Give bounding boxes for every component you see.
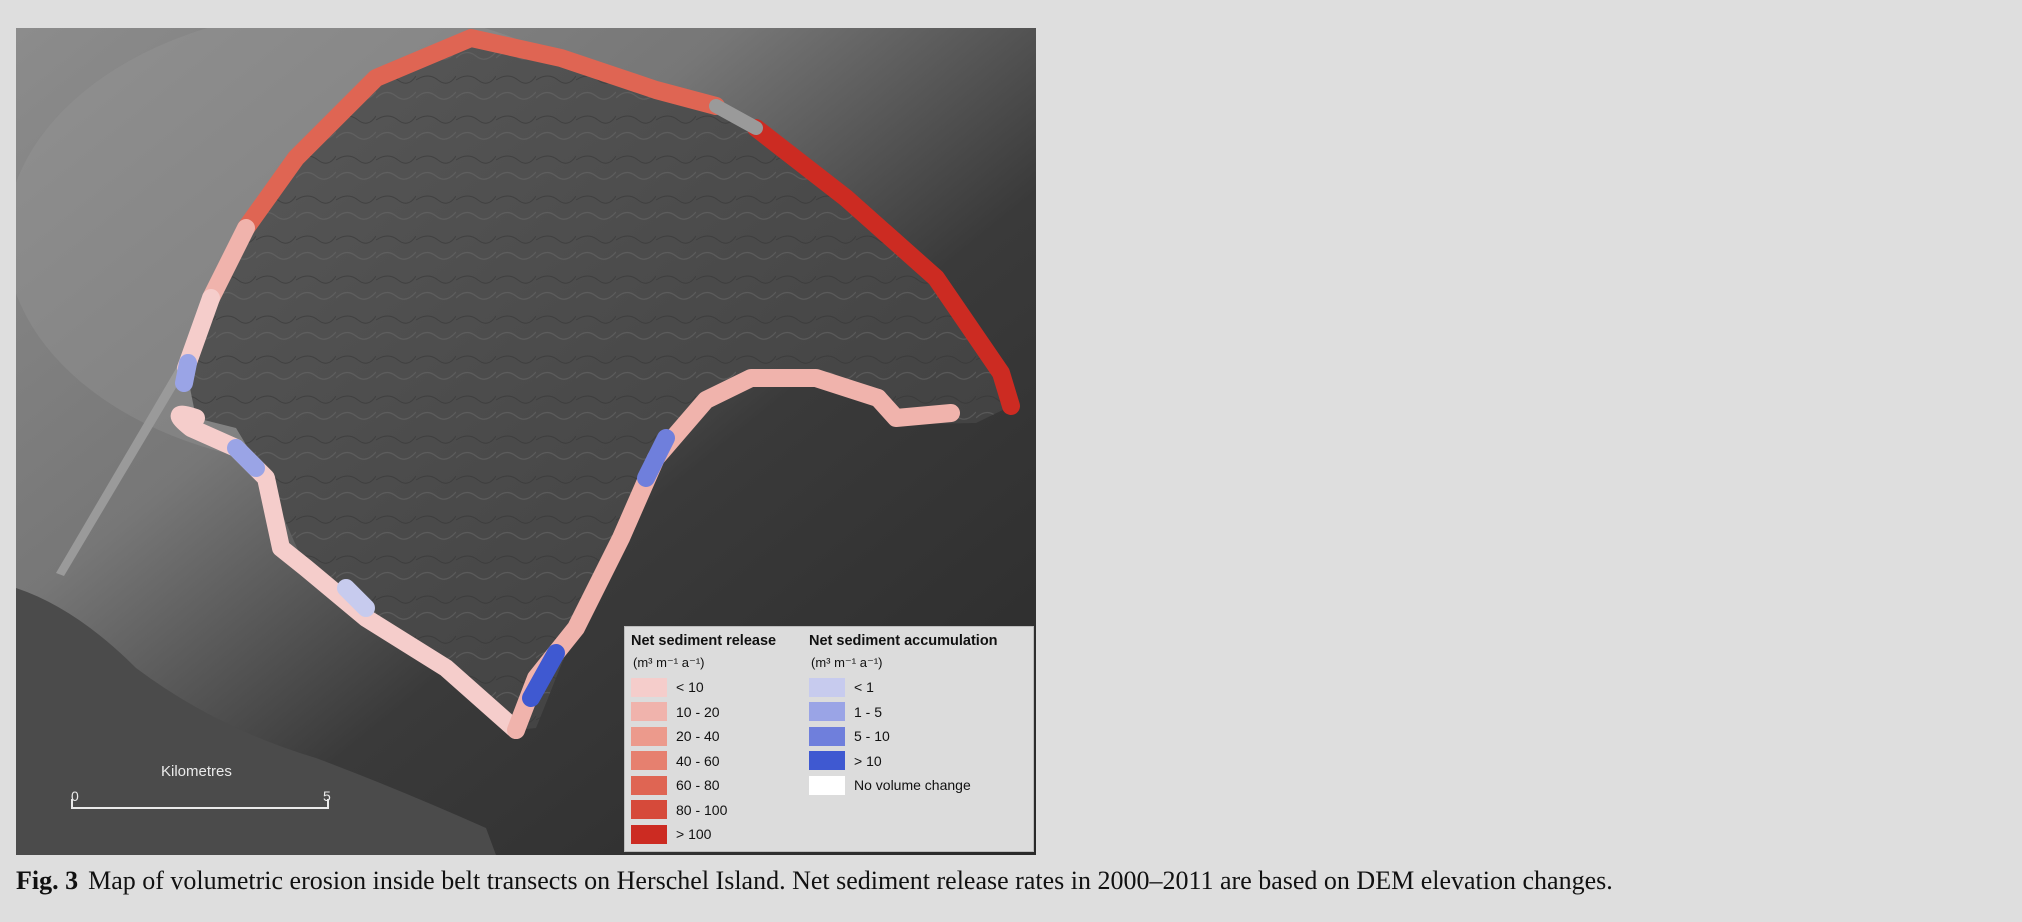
legend-release-class-label: 20 - 40 [676, 728, 720, 745]
map-legend: Net sediment release (m³ m⁻¹ a⁻¹) < 10 10… [624, 626, 1034, 852]
legend-accumulation-class: 1 - 5 [809, 700, 998, 725]
transect-southwest [170, 405, 525, 739]
transect-southeast-accumulation [522, 644, 565, 707]
scale-bar-max: 5 [323, 788, 331, 804]
legend-release-swatch [631, 677, 667, 697]
mainland [16, 588, 496, 855]
scale-bar-line [71, 807, 329, 809]
legend-accumulation-class-label: < 1 [854, 679, 874, 696]
legend-accumulation-unit: (m³ m⁻¹ a⁻¹) [811, 655, 883, 670]
legend-release-class: 40 - 60 [631, 749, 776, 774]
belt-transects [170, 29, 1020, 739]
legend-release-swatch [631, 702, 667, 722]
legend-release-unit: (m³ m⁻¹ a⁻¹) [633, 655, 705, 670]
transect-northeast [747, 119, 1020, 415]
legend-release-swatch [631, 775, 667, 795]
legend-accumulation-swatch [809, 702, 845, 722]
scale-bar-tick-start [71, 799, 73, 809]
figure-caption: Fig. 3 Map of volumetric erosion inside b… [16, 866, 1613, 896]
legend-release-column: Net sediment release (m³ m⁻¹ a⁻¹) < 10 10… [631, 633, 776, 847]
scale-bar-title: Kilometres [161, 763, 232, 780]
transect-northwest [202, 219, 255, 307]
legend-release-class: 20 - 40 [631, 724, 776, 749]
satellite-map: Kilometres 0 5 Net sediment release (m³ … [16, 28, 1036, 855]
legend-release-class-label: < 10 [676, 679, 704, 696]
scale-bar: Kilometres 0 5 [71, 763, 341, 833]
transect-west-accumulation [175, 354, 197, 392]
legend-accumulation-swatch [809, 751, 845, 771]
legend-accumulation-class: < 1 [809, 675, 998, 700]
legend-accumulation-class-label: No volume change [854, 777, 971, 794]
transect-southwest-accumulation [227, 439, 265, 477]
legend-release-class-label: > 100 [676, 826, 712, 843]
legend-release-class: 10 - 20 [631, 700, 776, 725]
legend-release-swatch [631, 726, 667, 746]
legend-release-swatch [631, 751, 667, 771]
legend-release-class: 60 - 80 [631, 773, 776, 798]
legend-release-class-label: 10 - 20 [676, 703, 720, 720]
legend-accumulation-class-label: > 10 [854, 752, 882, 769]
legend-release-class-label: 40 - 60 [676, 752, 720, 769]
map-graphic [16, 28, 1036, 855]
legend-release-class: > 100 [631, 822, 776, 847]
legend-release-title: Net sediment release [631, 633, 777, 649]
figure-label: Fig. 3 [16, 866, 79, 895]
transect-east-accumulation [637, 429, 675, 487]
transect-north [237, 29, 725, 237]
transect-south-accumulation [337, 579, 375, 617]
figure-caption-text: Map of volumetric erosion inside belt tr… [88, 866, 1613, 895]
transect-spit [869, 389, 960, 427]
scale-bar-tick-end [327, 799, 329, 809]
legend-accumulation-title: Net sediment accumulation [809, 633, 998, 649]
legend-accumulation-swatch [809, 726, 845, 746]
legend-accumulation-class: > 10 [809, 749, 998, 774]
legend-accumulation-class: No volume change [809, 773, 998, 798]
transect-no-data-gap [709, 99, 763, 135]
legend-accumulation-class: 5 - 10 [809, 724, 998, 749]
legend-release-class-label: 80 - 100 [676, 801, 728, 818]
western-spit [56, 338, 202, 576]
legend-release-swatch [631, 824, 667, 844]
legend-release-class: < 10 [631, 675, 776, 700]
legend-accumulation-class-label: 5 - 10 [854, 728, 890, 745]
scale-bar-min: 0 [71, 788, 79, 804]
legend-release-swatch [631, 800, 667, 820]
legend-accumulation-swatch [809, 775, 845, 795]
legend-accumulation-column: Net sediment accumulation (m³ m⁻¹ a⁻¹) <… [809, 633, 998, 798]
legend-accumulation-swatch [809, 677, 845, 697]
legend-release-class: 80 - 100 [631, 798, 776, 823]
legend-accumulation-class-label: 1 - 5 [854, 703, 883, 720]
legend-release-class-label: 60 - 80 [676, 777, 720, 794]
